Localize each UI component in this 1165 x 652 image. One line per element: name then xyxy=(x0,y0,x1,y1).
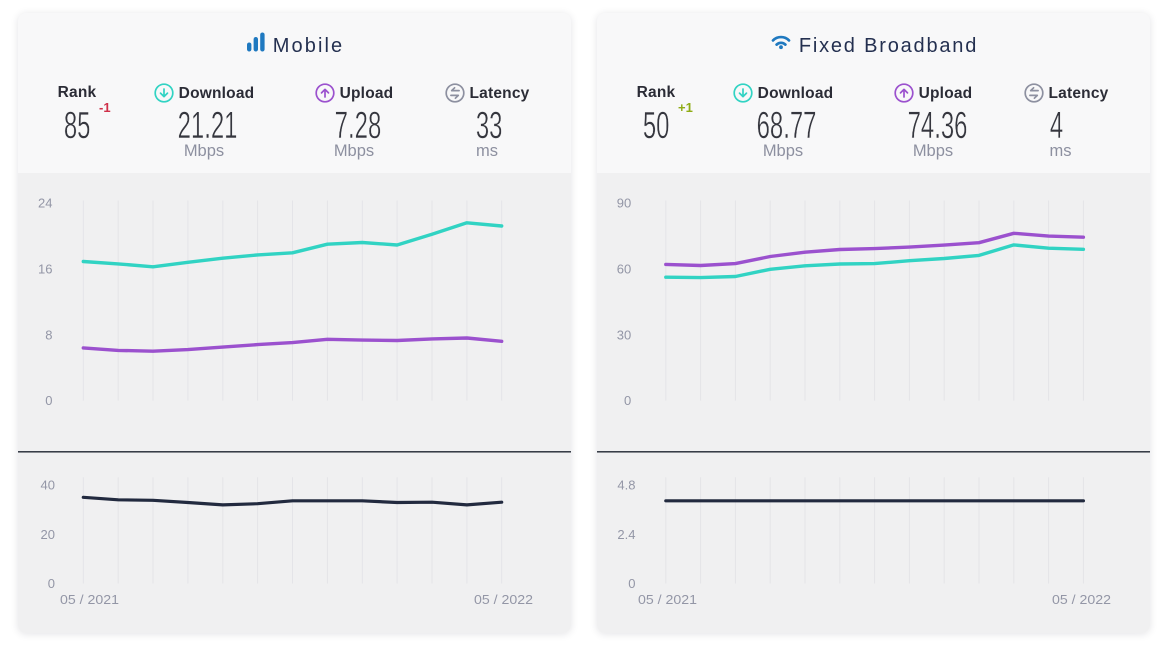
svg-text:2.4: 2.4 xyxy=(617,527,635,542)
svg-text:0: 0 xyxy=(624,393,631,408)
svg-text:0: 0 xyxy=(45,393,52,408)
svg-text:0: 0 xyxy=(628,576,635,591)
svg-text:24: 24 xyxy=(38,196,52,211)
svg-text:30: 30 xyxy=(617,327,631,342)
svg-text:8: 8 xyxy=(45,327,52,342)
svg-text:4.8: 4.8 xyxy=(617,478,635,493)
svg-text:90: 90 xyxy=(617,196,631,211)
svg-text:20: 20 xyxy=(41,527,55,542)
svg-text:05 / 2022: 05 / 2022 xyxy=(474,592,533,607)
svg-text:40: 40 xyxy=(41,478,55,493)
svg-text:05 / 2021: 05 / 2021 xyxy=(638,592,697,607)
svg-text:05 / 2021: 05 / 2021 xyxy=(60,592,119,607)
svg-text:05 / 2022: 05 / 2022 xyxy=(1052,592,1111,607)
svg-text:16: 16 xyxy=(38,262,52,277)
svg-text:60: 60 xyxy=(617,262,631,277)
svg-text:0: 0 xyxy=(48,576,55,591)
